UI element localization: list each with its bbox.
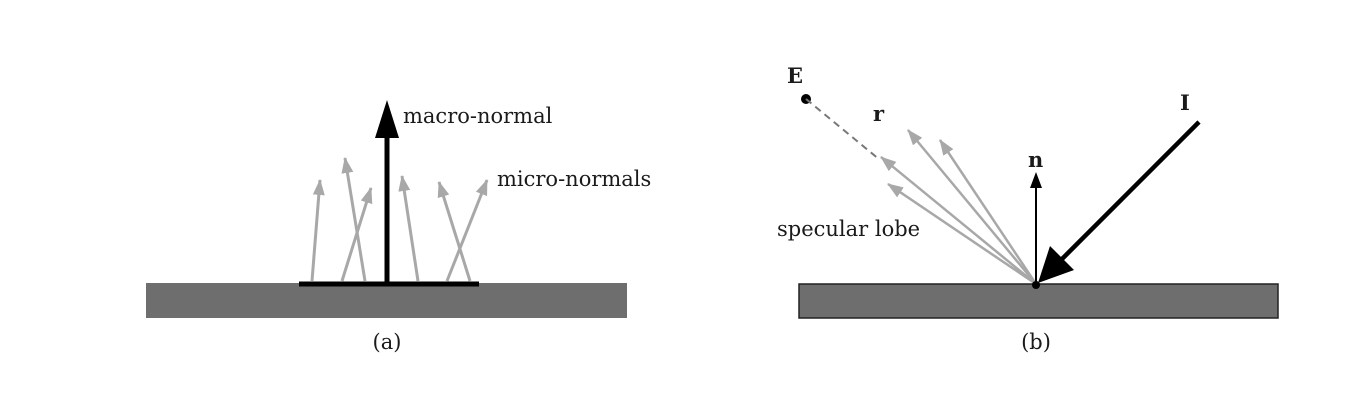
micro-normal-arrow	[398, 175, 420, 282]
incident-arrowhead	[1038, 246, 1074, 283]
panel-a: macro-normal micro-normals (a)	[146, 100, 651, 354]
macro-normal-arrowhead	[375, 100, 399, 138]
reflection-label: r	[873, 101, 885, 126]
micro-normal-arrow	[437, 181, 472, 282]
reflection-point	[1032, 281, 1040, 289]
lobe-arrow	[907, 129, 1037, 285]
micro-normal-arrow	[340, 187, 373, 282]
macro-normal-label: macro-normal	[403, 104, 553, 128]
incident-label: I	[1180, 90, 1190, 115]
specular-lobe-arrows	[880, 129, 1038, 286]
specular-lobe-label: specular lobe	[777, 217, 920, 241]
caption-b: (b)	[1021, 330, 1051, 354]
eye-label: E	[787, 63, 803, 88]
normal-label: n	[1028, 147, 1043, 172]
surface-a	[146, 283, 627, 318]
panel-b: E r n I specular lobe (b)	[777, 63, 1279, 354]
normal-arrowhead	[1030, 172, 1042, 188]
micro-normal-arrow	[310, 179, 325, 282]
micro-normals-label: micro-normals	[497, 167, 651, 191]
micro-normal-arrows	[310, 157, 489, 282]
incident-arrow	[1058, 120, 1201, 263]
surface-b	[798, 283, 1279, 319]
micro-normal-arrow	[341, 157, 367, 282]
caption-a: (a)	[373, 330, 402, 354]
lobe-arrow	[938, 139, 1038, 285]
lobe-arrow	[887, 182, 1037, 286]
lobe-arrow	[880, 156, 1037, 285]
micro-normal-arrow	[445, 179, 489, 282]
view-direction-dashed	[805, 98, 881, 161]
